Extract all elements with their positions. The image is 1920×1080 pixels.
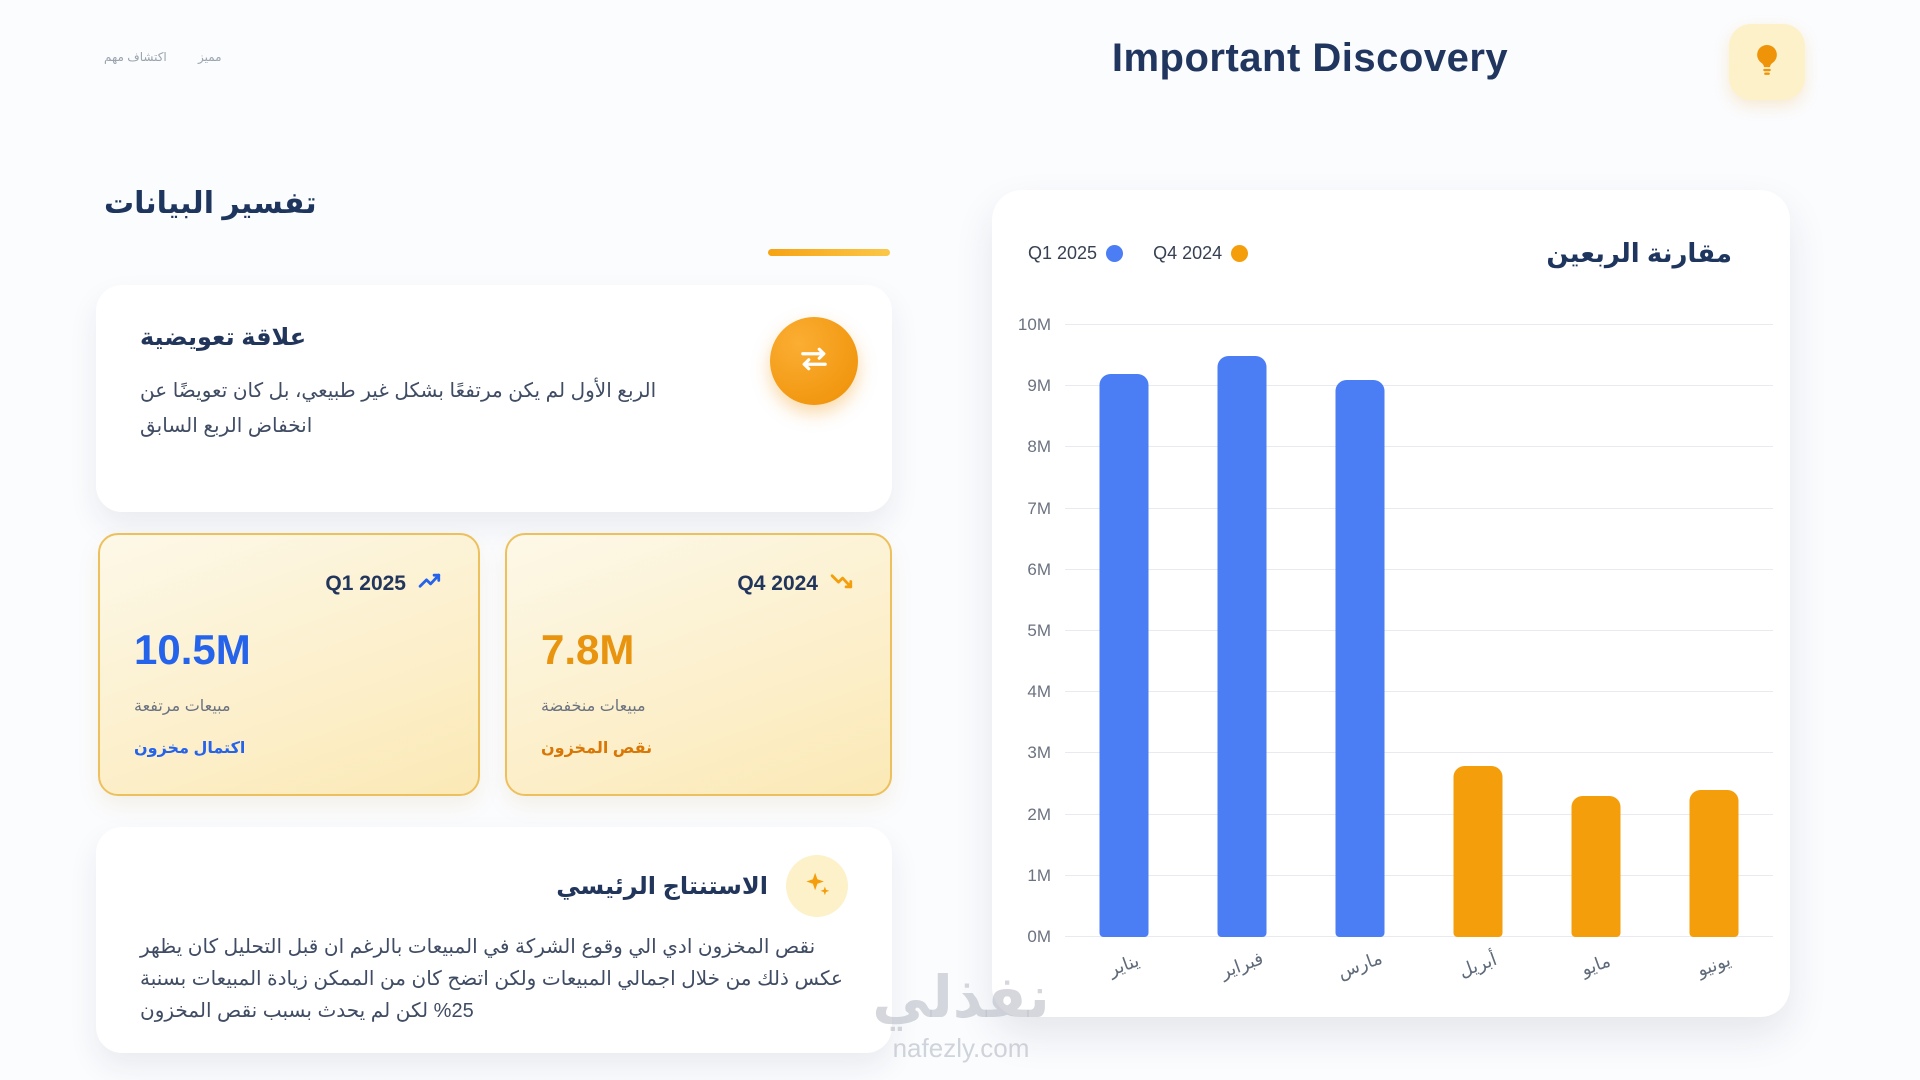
conclusion-card-title: الاستنتاج الرئيسي (556, 872, 768, 900)
bar-slot-2: فبراير (1183, 325, 1301, 982)
y-axis-tick: 6M (1027, 559, 1051, 579)
stat-card-header: Q1 2025 (134, 567, 444, 600)
conclusion-card: الاستنتاج الرئيسي نقص المخزون ادي الي وق… (96, 827, 892, 1053)
stat-tag: نقص المخزون (541, 740, 653, 757)
trend-down-icon (828, 567, 856, 600)
gridline (1065, 813, 1773, 815)
top-left-secondary-label: مميز (198, 50, 222, 64)
bar-slot-1: يناير (1065, 325, 1183, 980)
y-axis-tick: 0M (1027, 927, 1051, 946)
relation-card-title: علاقة تعويضية (140, 324, 307, 351)
legend-label: Q1 2025 (1028, 243, 1098, 263)
x-axis-label-2: فبراير (1217, 948, 1266, 982)
bars-container: يناير فبراير مارس أبريل مايو يونيو (1065, 325, 1773, 982)
bar-3 (1335, 380, 1385, 937)
sparkle-badge (786, 855, 848, 917)
gridline (1065, 691, 1773, 693)
page-title: Important Discovery (1111, 36, 1509, 80)
relation-card: علاقة تعويضية الربع الأول لم يكن مرتفعًا… (96, 285, 892, 512)
bar-slot-4: أبريل (1419, 325, 1537, 981)
gridline (1065, 630, 1773, 631)
bar-slot-3: مارس (1301, 325, 1419, 982)
stat-caption: مبيعات منخفضة (541, 698, 646, 715)
y-axis-tick: 5M (1027, 621, 1051, 640)
bar-slot-5: مايو (1537, 325, 1655, 979)
lightbulb-icon (1748, 41, 1786, 84)
legend-dot (1231, 245, 1249, 262)
x-axis-label-5: مايو (1578, 950, 1614, 980)
swap-arrows-icon (796, 341, 832, 382)
gridline (1065, 446, 1773, 448)
bar-6 (1689, 790, 1739, 937)
trend-up-icon (416, 567, 444, 600)
y-axis-tick: 8M (1027, 437, 1051, 457)
stat-value: 7.8M (541, 626, 635, 673)
stat-card-header: Q4 2024 (541, 567, 856, 600)
bar-slot-6: يونيو (1655, 325, 1773, 980)
gridline (1065, 385, 1773, 387)
legend-item: Q4 2024 (1153, 243, 1249, 264)
x-axis-label-1: يناير (1105, 950, 1142, 980)
gridline (1065, 324, 1773, 325)
chart-card: Q1 2025 Q4 2024 مقارنة الربعين 0M 1M 2M 3M 4M… (992, 190, 1790, 1017)
heading-accent-bar (768, 249, 890, 256)
stat-value: 10.5M (134, 626, 251, 673)
stat-caption: مبيعات مرتفعة (134, 698, 231, 715)
gridline (1065, 752, 1773, 754)
y-axis-tick: 7M (1027, 498, 1051, 518)
section-heading: تفسير البيانات (104, 187, 317, 220)
x-axis-label-3: مارس (1334, 947, 1385, 983)
y-axis-tick: 4M (1027, 682, 1051, 702)
bar-2 (1217, 355, 1267, 937)
y-axis-tick: 3M (1027, 743, 1051, 763)
gridline (1065, 874, 1773, 876)
chart-legend: Q1 2025 Q4 2024 (1028, 243, 1249, 264)
sparkle-icon (802, 869, 832, 904)
gridline (1065, 936, 1773, 937)
stat-period-label: Q4 2024 (737, 571, 818, 595)
swap-badge (770, 317, 858, 405)
stat-card-q4-2024: Q4 2024 7.8M مبيعات منخفضة نقص المخزون (505, 533, 892, 796)
x-axis-label-4: أبريل (1456, 949, 1500, 982)
watermark-url: nafezly.com (892, 1033, 1030, 1063)
x-axis-label-6: يونيو (1694, 949, 1734, 981)
y-axis-tick: 1M (1027, 865, 1051, 885)
stat-card-q1-2025: Q1 2025 10.5M مبيعات مرتفعة اكتمال مخزون (98, 533, 480, 796)
legend-dot (1106, 245, 1124, 262)
chart-title: مقارنة الربعين (1546, 238, 1732, 268)
top-left-label: اكتشاف مهم (104, 50, 167, 64)
conclusion-card-header: الاستنتاج الرئيسي (140, 855, 848, 917)
y-axis-tick: 9M (1027, 376, 1051, 396)
relation-card-body: الربع الأول لم يكن مرتفعًا بشكل غير طبيع… (140, 380, 657, 437)
gridline (1065, 507, 1773, 509)
bar-1 (1099, 373, 1149, 937)
lightbulb-badge (1729, 24, 1805, 100)
stat-tag: اكتمال مخزون (134, 740, 246, 757)
y-axis-tick: 2M (1027, 804, 1051, 824)
bar-5 (1571, 796, 1621, 937)
stat-period-label: Q1 2025 (325, 571, 406, 595)
bar-4 (1453, 765, 1503, 937)
gridline (1065, 568, 1773, 570)
legend-item: Q1 2025 (1028, 243, 1124, 264)
conclusion-card-body: نقص المخزون ادي الي وقوع الشركة في المبي… (140, 936, 843, 1022)
y-axis-tick: 10M (1017, 315, 1051, 334)
plot-area: 0M 1M 2M 3M 4M 5M 6M 7M 8M 9M 10M يناير فبراير مارس أب… (1018, 315, 1773, 982)
chart-header: Q1 2025 Q4 2024 مقارنة الربعين (1028, 238, 1732, 269)
legend-label: Q4 2024 (1153, 243, 1223, 263)
